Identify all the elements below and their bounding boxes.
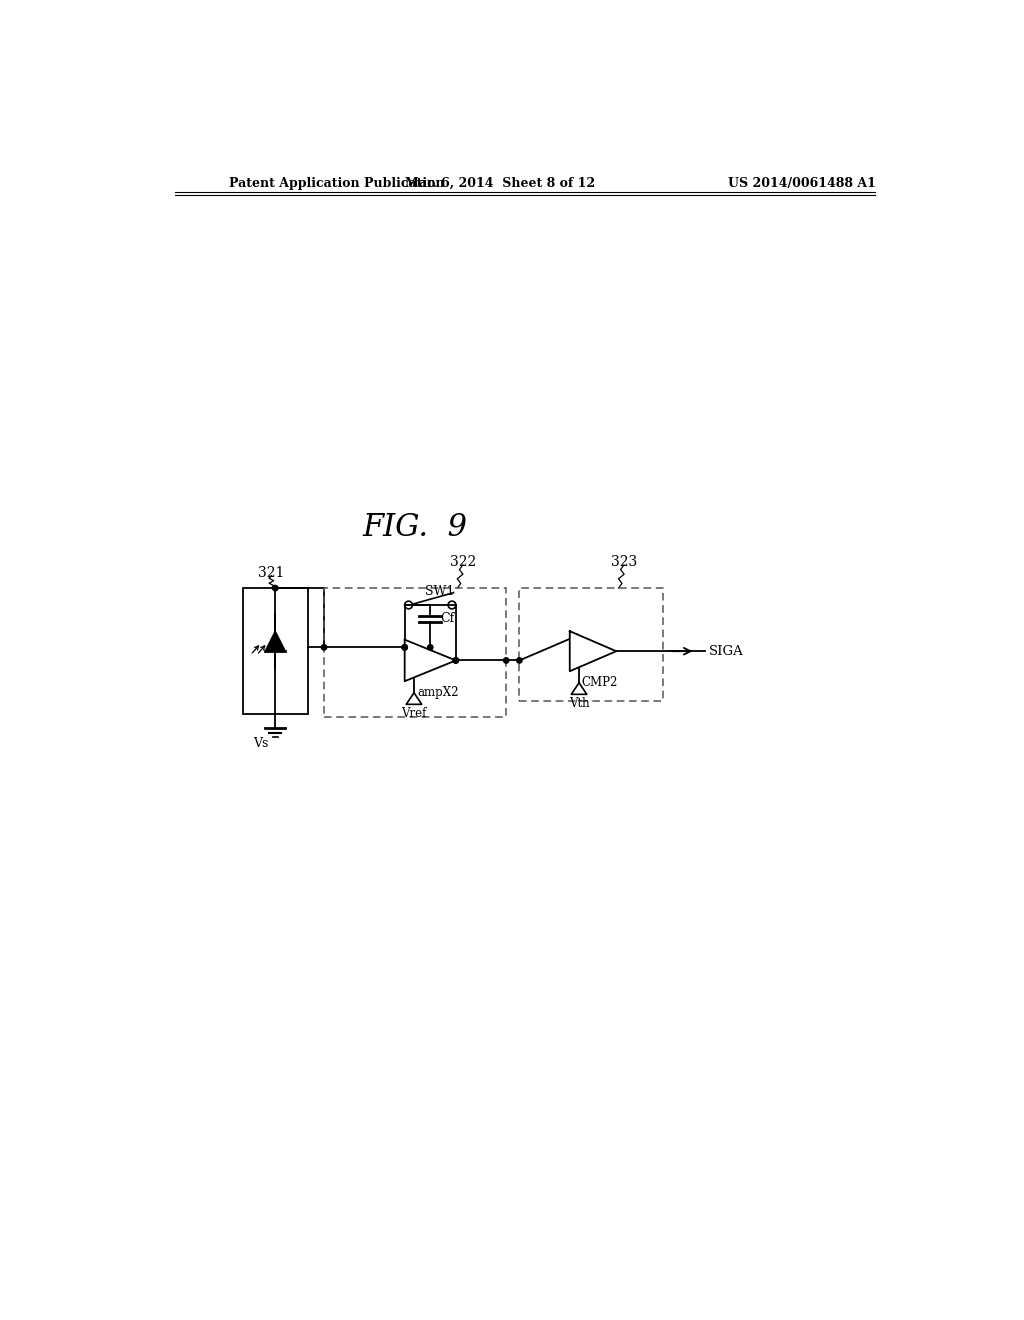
Text: Patent Application Publication: Patent Application Publication <box>228 177 444 190</box>
Text: FIG.  9: FIG. 9 <box>362 512 467 544</box>
Bar <box>243 589 308 714</box>
Text: Mar. 6, 2014  Sheet 8 of 12: Mar. 6, 2014 Sheet 8 of 12 <box>404 177 595 190</box>
Text: SW1: SW1 <box>425 585 455 598</box>
Polygon shape <box>265 631 286 651</box>
Text: −: − <box>406 640 418 655</box>
Bar <box>519 589 663 701</box>
Text: −: − <box>570 656 583 671</box>
Circle shape <box>453 657 459 663</box>
Text: ampX2: ampX2 <box>417 686 459 700</box>
Text: 323: 323 <box>611 554 637 569</box>
Circle shape <box>428 644 433 649</box>
Text: US 2014/0061488 A1: US 2014/0061488 A1 <box>728 177 877 190</box>
Text: +: + <box>406 667 418 681</box>
Text: 322: 322 <box>450 554 476 569</box>
Circle shape <box>504 657 509 663</box>
Circle shape <box>517 657 522 663</box>
Text: Vref: Vref <box>401 708 427 721</box>
Text: Vth: Vth <box>568 697 590 710</box>
Circle shape <box>272 585 278 591</box>
Text: CMP2: CMP2 <box>581 676 617 689</box>
Text: Cf: Cf <box>440 612 455 626</box>
Circle shape <box>402 644 408 649</box>
Text: SIGA: SIGA <box>710 644 744 657</box>
Polygon shape <box>407 693 422 705</box>
Text: Vs: Vs <box>254 737 269 750</box>
Polygon shape <box>571 682 587 694</box>
Polygon shape <box>404 640 456 681</box>
Circle shape <box>453 657 459 663</box>
Text: 321: 321 <box>258 566 285 579</box>
Circle shape <box>322 644 327 649</box>
Text: +: + <box>570 632 583 645</box>
Bar <box>324 589 506 718</box>
Polygon shape <box>569 631 616 671</box>
Circle shape <box>402 644 408 649</box>
